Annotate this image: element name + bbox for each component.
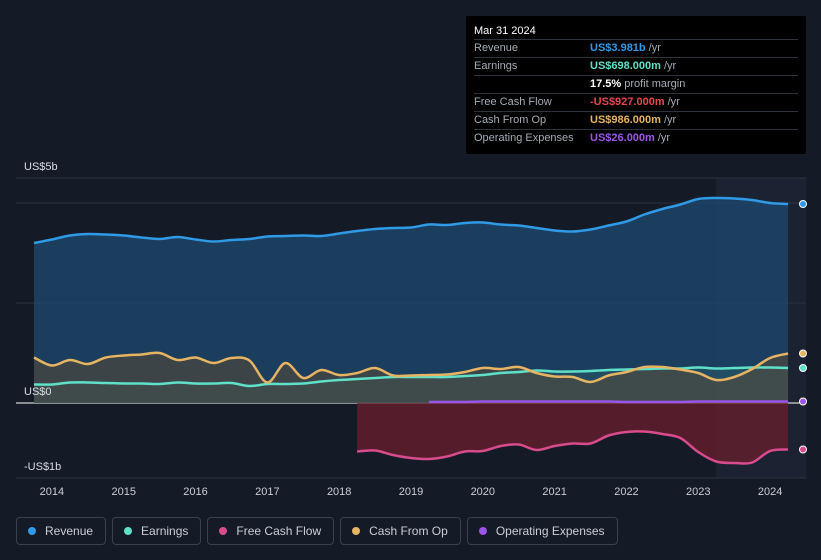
legend-item-cash-from-op[interactable]: Cash From Op <box>340 517 461 545</box>
x-tick-label: 2014 <box>40 486 64 498</box>
tooltip-date: Mar 31 2024 <box>474 25 536 37</box>
cash-from-op-line <box>33 351 789 384</box>
tooltip-row-unit: /yr <box>663 60 677 72</box>
operating-expenses-line <box>428 400 789 404</box>
legend-dot-icon <box>219 527 228 535</box>
legend-dot-icon <box>28 527 36 535</box>
financials-chart: 2014 2015 2016 2017 2018 2019 2020 2021 2022 2023… <box>16 161 807 498</box>
line-layer <box>33 196 807 465</box>
legend-dot-icon <box>352 527 361 535</box>
legend-label: Revenue <box>45 524 94 538</box>
tooltip-row-value: US$698.000m <box>590 60 661 72</box>
legend-label: Free Cash Flow <box>236 524 322 538</box>
tooltip-row-label: Revenue <box>474 42 519 54</box>
hover-tooltip: Mar 31 2024 Revenue US$3.981b/yr Earnings U… <box>466 16 806 154</box>
legend-label: Earnings <box>141 524 189 538</box>
revenue-area <box>33 197 789 403</box>
revenue-line <box>33 196 789 245</box>
legend-item-revenue[interactable]: Revenue <box>16 517 107 545</box>
legend-dot-icon <box>478 527 487 535</box>
y-label-top: US$5b <box>24 161 58 173</box>
legend-item-free-cash-flow[interactable]: Free Cash Flow <box>207 517 335 545</box>
legend-dot-icon <box>124 527 133 535</box>
tooltip-row: Cash From Op US$986.000m/yr <box>474 111 798 129</box>
tooltip-row-value: 17.5% <box>590 78 622 90</box>
tooltip-row: Free Cash Flow -US$927.000m/yr <box>474 93 798 111</box>
x-tick-label: 2018 <box>327 486 351 498</box>
earnings-line <box>33 366 789 388</box>
tooltip-row-value: US$3.981b <box>590 42 646 54</box>
tooltip-row-unit: profit margin <box>624 78 686 90</box>
legend-label: Operating Expenses <box>495 524 605 538</box>
revenue-end-point <box>799 200 807 208</box>
tooltip-row-unit: /yr <box>663 114 677 126</box>
cash-from-op-end-point <box>799 349 807 358</box>
x-tick-label: 2016 <box>183 486 207 498</box>
tooltip-row: 17.5% profit margin <box>474 75 798 93</box>
x-tick-label: 2019 <box>399 486 423 498</box>
tooltip-row-label: Earnings <box>474 60 518 72</box>
x-tick-label: 2015 <box>111 486 135 498</box>
tooltip-row-label: Free Cash Flow <box>474 96 552 108</box>
legend-item-operating-expenses[interactable]: Operating Expenses <box>466 517 618 545</box>
tooltip-row-label: Operating Expenses <box>474 132 574 144</box>
x-tick-label: 2017 <box>255 486 279 498</box>
tooltip-row-value: US$26.000m <box>590 132 655 144</box>
free-cash-flow-end-point <box>799 445 807 454</box>
legend: Revenue Earnings Free Cash Flow Cash From O… <box>16 517 618 545</box>
operating-expenses-end-point <box>799 397 807 406</box>
x-tick-label: 2022 <box>614 486 638 498</box>
tooltip-row-unit: /yr <box>667 96 680 108</box>
tooltip-row-label <box>474 76 590 93</box>
tooltip-row: Revenue US$3.981b/yr <box>474 39 798 57</box>
free-cash-flow-area <box>357 403 789 464</box>
tooltip-row-unit: /yr <box>657 132 671 144</box>
y-label-bottom: -US$1b <box>24 461 61 473</box>
tooltip-row-unit: /yr <box>648 42 661 54</box>
x-tick-label: 2023 <box>686 486 710 498</box>
free-cash-flow-line <box>357 430 789 465</box>
tooltip-row-label: Cash From Op <box>474 114 547 126</box>
y-label-zero: US$0 <box>24 386 52 398</box>
legend-label: Cash From Op <box>369 524 448 538</box>
tooltip-row-value: -US$927.000m <box>590 96 665 108</box>
tooltip-row: Earnings US$698.000m/yr <box>474 57 798 75</box>
x-tick-label: 2021 <box>542 486 566 498</box>
tick-layer: 2014 2015 2016 2017 2018 2019 2020 2021 2022 2023… <box>40 486 783 498</box>
earnings-end-point <box>799 364 807 372</box>
x-tick-label: 2024 <box>758 486 782 498</box>
legend-item-earnings[interactable]: Earnings <box>112 517 202 545</box>
tooltip-row-value: US$986.000m <box>590 114 661 126</box>
x-tick-label: 2020 <box>471 486 495 498</box>
tooltip-row: Operating Expenses US$26.000m/yr <box>474 129 798 147</box>
